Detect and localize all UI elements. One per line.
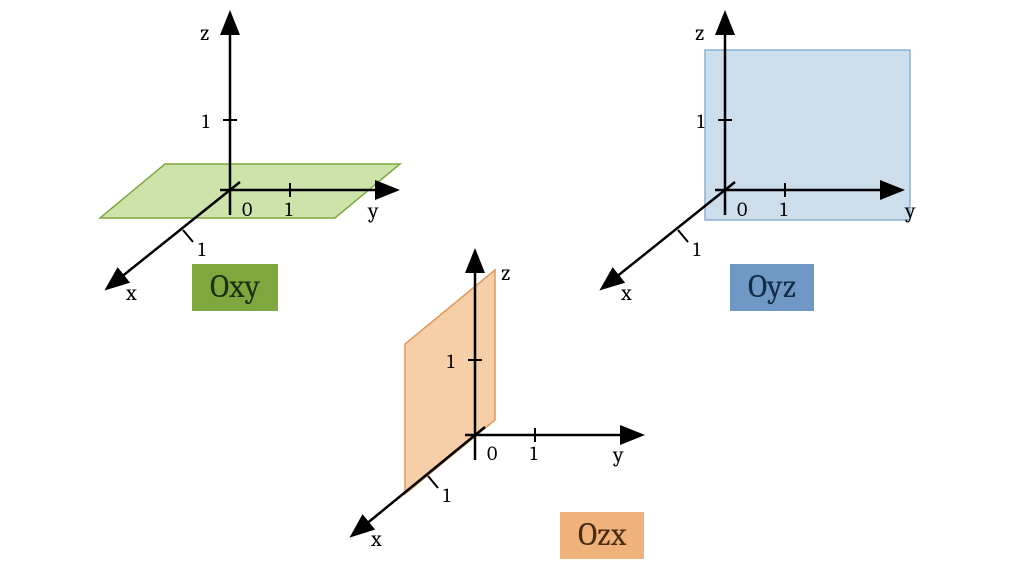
tick-x [678,230,688,242]
label-z: z [501,260,510,286]
label-origin: 0 [487,442,497,465]
label-x: x [125,280,137,306]
label-x: x [370,526,382,552]
canvas: z y x 0 1 1 1 [0,0,1024,574]
tick-x [428,476,438,488]
tick-label-y: 1 [285,198,293,221]
label-origin: 0 [242,198,252,221]
badge-ozx: Ozx [560,512,644,559]
label-y: y [612,442,624,468]
label-z: z [200,20,209,46]
tick-label-x: 1 [198,238,206,261]
label-z: z [695,20,704,46]
label-y: y [904,198,916,224]
tick-label-y: 1 [780,198,788,221]
tick-label-z: 1 [202,110,210,133]
badge-oyz: Oyz [730,264,814,311]
label-y: y [367,198,379,224]
plane-ozx [405,270,495,494]
tick-label-z: 1 [697,110,705,133]
tick-label-z: 1 [447,350,455,373]
badge-oxy: Oxy [192,264,278,311]
tick-label-x: 1 [443,484,451,507]
tick-label-x: 1 [693,238,701,261]
tick-label-y: 1 [530,442,538,465]
label-origin: 0 [737,198,747,221]
plane-oyz [705,50,910,220]
tick-x [183,230,193,242]
